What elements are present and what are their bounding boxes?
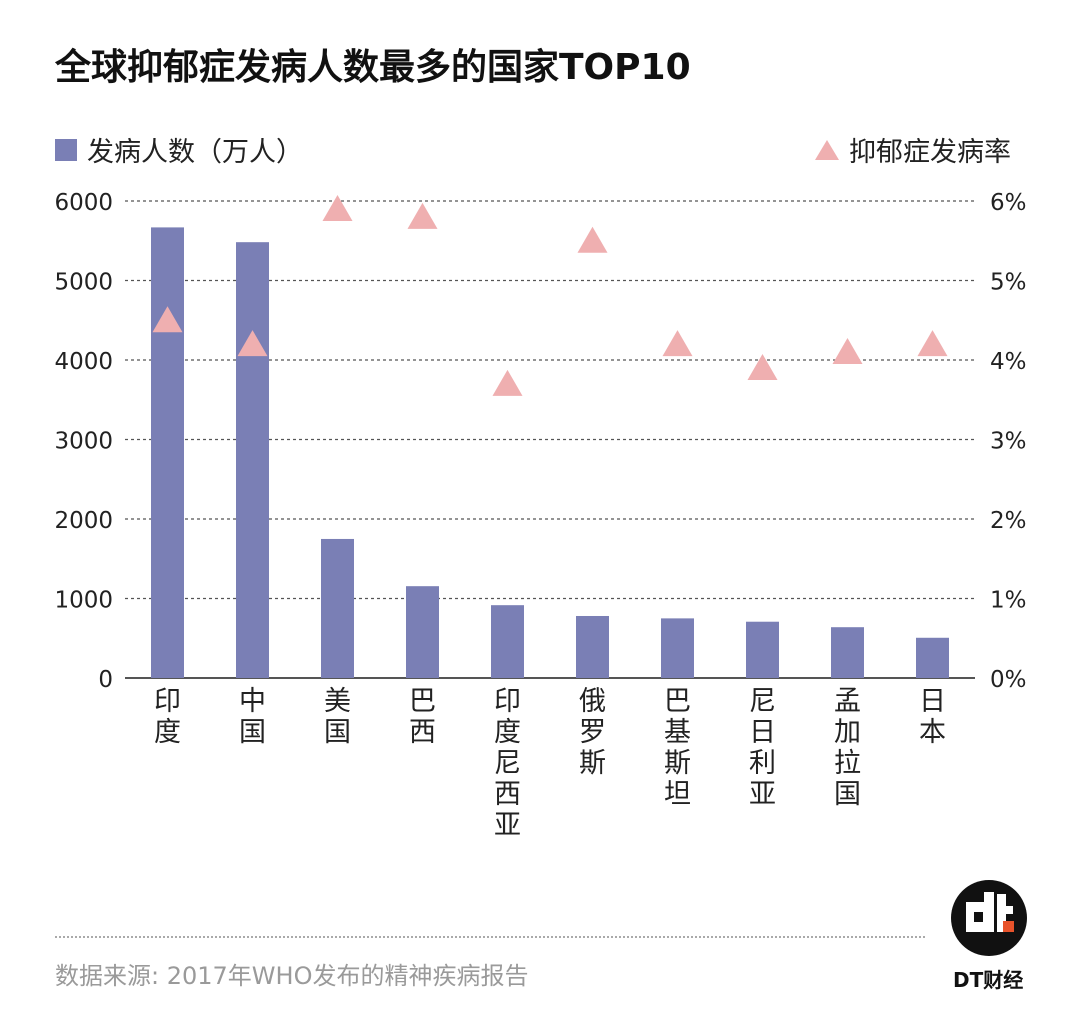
x-tick-label: 美国	[324, 686, 351, 748]
rate-marker	[577, 226, 608, 253]
x-tick-label: 俄罗斯	[579, 686, 606, 779]
legend-bars-label: 发病人数（万人）	[87, 137, 303, 168]
x-tick-label: 尼日利亚	[749, 686, 776, 810]
legend-triangle-icon	[815, 139, 839, 160]
bar	[746, 621, 779, 678]
legend-bar-swatch	[55, 138, 77, 161]
rate-marker	[407, 202, 438, 229]
bar	[661, 618, 694, 678]
bar	[576, 615, 609, 678]
y-left-tick-label: 1000	[54, 588, 113, 614]
y-right-tick-label: 5%	[990, 270, 1027, 296]
y-left-tick-label: 4000	[54, 349, 113, 375]
bar	[151, 227, 184, 679]
y-left-tick-label: 5000	[54, 270, 113, 296]
x-tick-label: 印度	[154, 686, 181, 748]
bar	[916, 637, 949, 678]
chart-title: 全球抑郁症发病人数最多的国家TOP10	[55, 47, 691, 88]
rate-marker	[237, 330, 268, 357]
rate-marker	[152, 306, 183, 333]
legend-markers: 抑郁症发病率	[815, 130, 1011, 169]
source-note: 数据来源: 2017年WHO发布的精神疾病报告	[55, 962, 529, 990]
bar	[491, 605, 524, 678]
x-tick-label: 巴基斯坦	[664, 686, 691, 810]
bar	[321, 538, 354, 678]
y-right-tick-label: 0%	[990, 667, 1027, 693]
rate-marker	[322, 194, 353, 221]
y-right-tick-label: 2%	[990, 508, 1027, 534]
y-right-tick-label: 1%	[990, 588, 1027, 614]
y-left-tick-label: 3000	[54, 429, 113, 455]
y-left-tick-label: 2000	[54, 508, 113, 534]
x-tick-label: 中国	[239, 686, 266, 748]
x-tick-label: 孟加拉国	[834, 686, 861, 810]
x-tick-label: 日本	[919, 686, 946, 748]
bar	[236, 242, 269, 678]
bar	[831, 627, 864, 678]
y-left-tick-label: 6000	[54, 190, 113, 216]
y-left-tick-label: 0	[98, 667, 113, 693]
bar	[406, 586, 439, 678]
rate-marker	[832, 338, 863, 365]
legend-bars: 发病人数（万人）	[55, 130, 303, 169]
rate-marker	[662, 330, 693, 357]
rate-marker	[747, 353, 778, 380]
brand-name: DT财经	[953, 968, 1024, 992]
y-right-tick-label: 4%	[990, 349, 1027, 375]
rate-marker	[917, 330, 948, 357]
x-tick-label: 巴西	[409, 686, 436, 748]
dt-logo	[951, 880, 1027, 956]
legend-markers-label: 抑郁症发病率	[849, 137, 1011, 168]
y-right-tick-label: 6%	[990, 190, 1027, 216]
rate-marker	[492, 369, 523, 396]
y-right-tick-label: 3%	[990, 429, 1027, 455]
divider	[55, 936, 925, 938]
x-tick-label: 印度尼西亚	[494, 686, 521, 841]
